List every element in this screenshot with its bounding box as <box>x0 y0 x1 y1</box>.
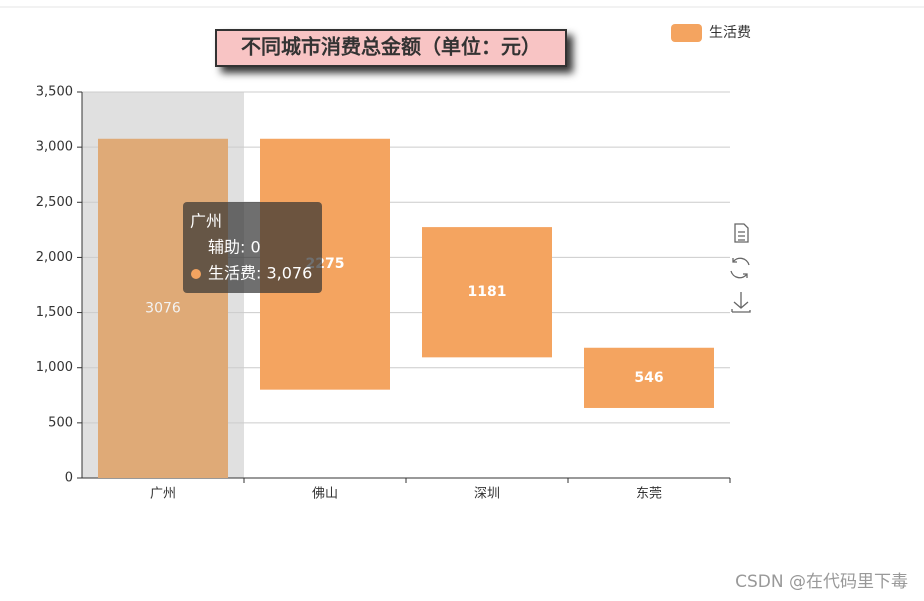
y-tick-label: 2,000 <box>36 250 73 265</box>
y-tick-label: 500 <box>48 415 73 430</box>
save-icon[interactable] <box>731 292 751 313</box>
tooltip-title: 广州 <box>190 212 222 231</box>
x-tick-label: 深圳 <box>474 487 500 502</box>
restore-icon[interactable] <box>730 257 750 279</box>
y-tick-label: 3,000 <box>36 140 73 155</box>
tooltip: 广州 辅助: 0 生活费: 3,076 <box>183 202 322 293</box>
x-tick-label: 佛山 <box>312 487 338 502</box>
tooltip-marker <box>191 269 201 279</box>
toolbox <box>730 223 751 313</box>
bar <box>584 347 714 408</box>
data-label: 546 <box>634 370 663 386</box>
y-tick-label: 2,500 <box>36 195 73 210</box>
helper-bar <box>260 390 390 478</box>
plot: 05001,0001,5002,0002,5003,0003,500307622… <box>36 85 731 502</box>
legend-swatch[interactable] <box>671 24 702 42</box>
data-label: 1181 <box>468 284 507 300</box>
bar <box>422 227 552 358</box>
tooltip-row: 辅助: 0 <box>208 238 261 257</box>
x-tick-label: 东莞 <box>636 487 662 502</box>
data-view-icon[interactable] <box>734 223 749 243</box>
tooltip-row: 生活费: 3,076 <box>208 264 312 283</box>
y-tick-label: 0 <box>65 471 73 486</box>
helper-bar <box>422 357 552 478</box>
y-tick-label: 1,500 <box>36 305 73 320</box>
y-tick-label: 3,500 <box>36 85 73 100</box>
bar <box>98 138 228 478</box>
data-label: 3076 <box>145 300 181 316</box>
legend-label[interactable]: 生活费 <box>709 25 751 41</box>
title-box <box>215 29 567 67</box>
tooltip-box <box>183 202 322 293</box>
x-tick-label: 广州 <box>150 487 176 502</box>
chart-title: 不同城市消费总金额（单位：元） <box>241 35 541 59</box>
y-tick-label: 1,000 <box>36 360 73 375</box>
helper-bar <box>584 408 714 478</box>
watermark: CSDN @在代码里下毒 <box>735 572 908 592</box>
